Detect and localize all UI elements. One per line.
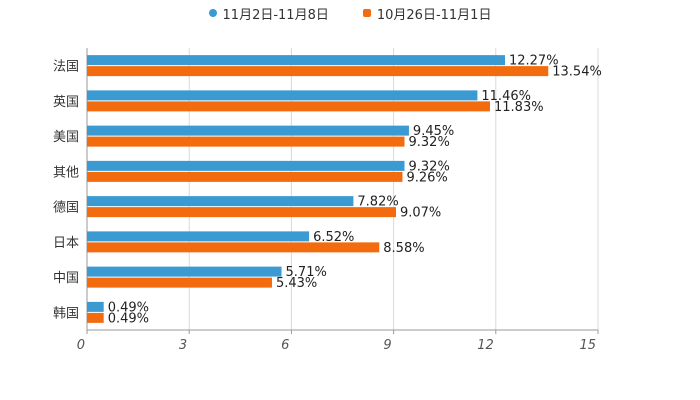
data-label-series-1: 9.45%: [413, 124, 454, 139]
data-label-series-1: 6.52%: [313, 230, 354, 245]
data-label-series-1: 5.71%: [286, 265, 327, 280]
data-label-series-1: 7.82%: [357, 195, 398, 210]
bar-series-2[interactable]: [87, 66, 549, 77]
x-tick-label: 12: [477, 338, 494, 353]
legend: 11月2日-11月8日 10月26日-11月1日: [0, 4, 700, 23]
category-label: 中国: [53, 271, 79, 286]
category-label: 其他: [53, 165, 79, 180]
legend-label-series-2: 10月26日-11月1日: [376, 7, 492, 23]
legend-item-series-1[interactable]: 11月2日-11月8日: [208, 4, 329, 23]
bar-series-1[interactable]: [87, 301, 104, 312]
legend-item-series-2[interactable]: 10月26日-11月1日: [362, 4, 492, 23]
category-label: 日本: [53, 236, 79, 251]
bar-series-2[interactable]: [87, 207, 396, 218]
bar-series-2[interactable]: [87, 277, 272, 288]
bar-series-1[interactable]: [87, 160, 405, 171]
bar-series-2[interactable]: [87, 136, 405, 147]
data-label-series-2: 5.43%: [276, 276, 317, 291]
data-label-series-2: 9.26%: [406, 170, 447, 185]
data-label-series-1: 9.32%: [409, 159, 450, 174]
x-tick-label: 6: [281, 338, 289, 353]
legend-marker-series-2: [362, 9, 371, 17]
bar-series-2[interactable]: [87, 312, 104, 323]
bar-series-2[interactable]: [87, 101, 491, 112]
data-label-series-1: 11.46%: [481, 89, 531, 104]
data-label-series-2: 9.07%: [400, 206, 441, 221]
data-label-series-2: 13.54%: [552, 65, 602, 80]
data-label-series-2: 11.83%: [494, 100, 544, 115]
x-tick-label: 0: [77, 338, 85, 353]
bar-series-2[interactable]: [87, 171, 403, 182]
category-label: 德国: [53, 201, 79, 216]
data-label-series-2: 9.32%: [409, 135, 450, 150]
x-tick-label: 9: [383, 338, 391, 353]
category-label: 法国: [53, 60, 79, 75]
data-label-series-1: 0.49%: [108, 300, 149, 315]
bar-series-1[interactable]: [87, 90, 478, 101]
x-tick-label: 3: [179, 338, 187, 353]
bar-series-1[interactable]: [87, 125, 409, 136]
bar-series-2[interactable]: [87, 242, 380, 253]
data-label-series-1: 12.27%: [509, 54, 559, 69]
bar-series-1[interactable]: [87, 55, 505, 66]
bar-series-1[interactable]: [87, 196, 354, 207]
legend-label-series-1: 11月2日-11月8日: [222, 7, 329, 23]
bar-series-1[interactable]: [87, 266, 282, 277]
category-label: 美国: [53, 130, 79, 145]
bar-series-1[interactable]: [87, 231, 310, 242]
category-label: 英国: [53, 95, 79, 110]
legend-marker-series-1: [208, 9, 217, 17]
data-label-series-2: 0.49%: [108, 311, 149, 326]
x-tick-label: 15: [579, 338, 596, 353]
data-label-series-2: 8.58%: [383, 241, 424, 256]
category-label: 韩国: [53, 306, 79, 321]
